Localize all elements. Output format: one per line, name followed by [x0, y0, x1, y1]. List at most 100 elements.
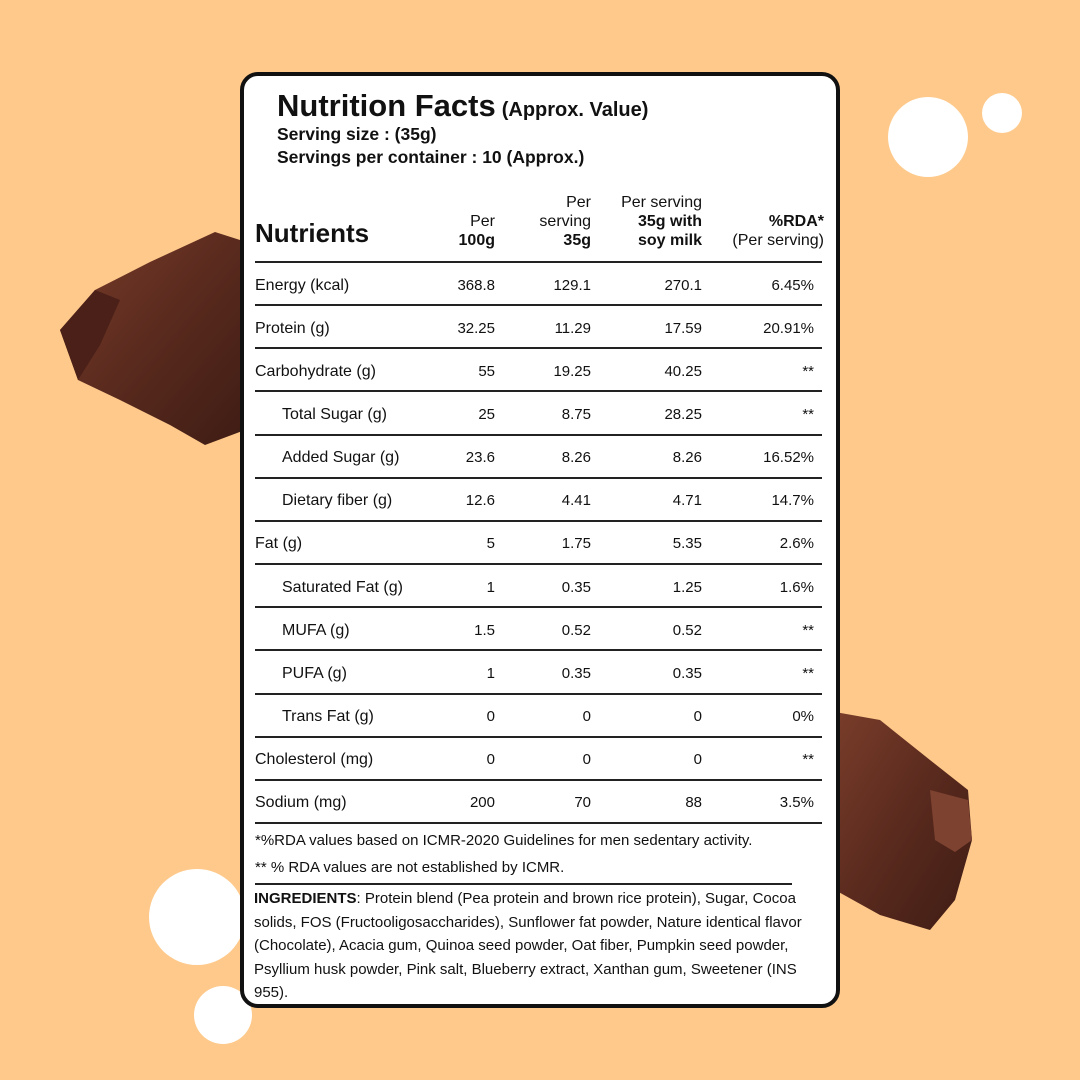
- nutrient-value: 3.5%: [779, 794, 814, 812]
- nutrient-value: 5.35: [672, 535, 702, 553]
- serving-size: Serving size : (35g): [277, 124, 437, 144]
- nutrient-value: 0: [693, 751, 702, 769]
- nutrient-value: 20.91%: [763, 319, 814, 337]
- footnote: *%RDA values based on ICMR-2020 Guidelin…: [255, 832, 753, 849]
- rule: [255, 821, 822, 824]
- nutrient-value: 0.52: [561, 621, 591, 639]
- nutrient-value: 0.35: [561, 664, 591, 682]
- column-header: Per: [566, 194, 591, 211]
- nutrient-value: 14.7%: [771, 492, 814, 510]
- nutrient-value: 19.25: [553, 362, 591, 380]
- column-header: Per: [470, 213, 495, 230]
- nutrient-name: Added Sugar (g): [282, 449, 400, 467]
- nutrient-value: 25: [478, 406, 495, 424]
- nutrition-card: [240, 72, 840, 1008]
- nutrient-name: PUFA (g): [282, 664, 347, 682]
- rule: [255, 476, 822, 479]
- nutrient-value: 28.25: [664, 406, 702, 424]
- rule: [255, 883, 792, 885]
- nutrient-value: 8.26: [672, 449, 702, 467]
- nutrient-name: Cholesterol (mg): [255, 751, 374, 769]
- subtitle: (Approx. Value): [501, 99, 649, 121]
- bubble: [982, 93, 1022, 133]
- nutrient-value: 17.59: [664, 319, 702, 337]
- nutrient-name: Protein (g): [255, 319, 330, 337]
- nutrient-value: **: [802, 621, 814, 639]
- footnote: ** % RDA values are not established by I…: [255, 859, 565, 876]
- nutrient-value: 1: [486, 664, 495, 682]
- chocolate-shade: [60, 290, 120, 380]
- nutrient-value: 0: [486, 708, 495, 726]
- ingredients: INGREDIENTS: Protein blend (Pea protein …: [254, 887, 819, 1005]
- nutrient-value: 1.5: [474, 621, 495, 639]
- nutrient-value: 368.8: [457, 276, 495, 294]
- nutrient-value: 0: [486, 751, 495, 769]
- ingredients-text: : Protein blend (Pea protein and brown r…: [254, 890, 802, 1001]
- column-header: (Per serving): [732, 232, 824, 249]
- nutrient-value: 200: [469, 794, 495, 812]
- rule: [255, 649, 822, 652]
- title-block: Nutrition Facts (Approx. Value): [277, 88, 648, 124]
- nutrient-value: 23.6: [465, 449, 495, 467]
- nutrient-value: 70: [574, 794, 591, 812]
- nutrient-value: 16.52%: [763, 449, 814, 467]
- nutrient-value: 0.35: [561, 578, 591, 596]
- nutrient-value: 6.45%: [771, 276, 814, 294]
- nutrient-value: 32.25: [457, 319, 495, 337]
- ingredients-label: INGREDIENTS: [254, 890, 357, 907]
- nutrient-value: 1: [486, 578, 495, 596]
- rule: [255, 261, 822, 263]
- nutrient-value: 129.1: [553, 276, 591, 294]
- nutrient-value: 8.26: [561, 449, 591, 467]
- bubble: [194, 986, 252, 1044]
- nutrient-value: 1.25: [672, 578, 702, 596]
- nutrient-name: Total Sugar (g): [282, 406, 387, 424]
- nutrient-name: Energy (kcal): [255, 276, 350, 294]
- nutrient-value: 40.25: [664, 362, 702, 380]
- column-header: serving: [539, 213, 591, 230]
- nutrients-header: Nutrients: [255, 218, 370, 248]
- nutrient-value: 11.29: [554, 319, 591, 337]
- bubble: [149, 869, 245, 965]
- nutrient-value: **: [802, 664, 814, 682]
- column-header: 35g with: [637, 213, 702, 230]
- nutrient-value: 2.6%: [779, 535, 814, 553]
- chocolate-chunk: [835, 712, 972, 930]
- nutrient-value: **: [802, 406, 814, 424]
- rule: [255, 433, 822, 436]
- rule: [255, 778, 822, 781]
- column-header: Per serving: [621, 194, 702, 211]
- chocolate-chunk: [60, 232, 245, 445]
- nutrient-value: **: [802, 751, 814, 769]
- nutrient-value: 12.6: [465, 492, 495, 510]
- chocolate-shade: [930, 790, 972, 852]
- nutrient-value: **: [802, 362, 814, 380]
- nutrient-value: 5: [486, 535, 495, 553]
- column-header: 35g: [563, 232, 591, 249]
- nutrient-value: 1.6%: [779, 578, 814, 596]
- title: Nutrition Facts: [277, 88, 496, 123]
- rule: [255, 390, 822, 393]
- nutrient-name: MUFA (g): [282, 621, 350, 639]
- nutrient-value: 4.41: [561, 492, 591, 510]
- nutrient-value: 0.35: [672, 664, 702, 682]
- nutrient-name: Carbohydrate (g): [255, 362, 376, 380]
- nutrient-name: Fat (g): [255, 535, 303, 553]
- rule: [255, 304, 822, 307]
- nutrient-value: 88: [685, 794, 702, 812]
- nutrient-value: 4.71: [672, 492, 702, 510]
- bubble: [888, 97, 968, 177]
- servings-per-container: Servings per container : 10 (Approx.): [277, 147, 585, 167]
- nutrient-value: 0: [693, 708, 702, 726]
- nutrient-name: Trans Fat (g): [282, 708, 374, 726]
- column-header: 100g: [458, 232, 495, 249]
- rule: [255, 692, 822, 695]
- rule: [255, 735, 822, 738]
- nutrient-value: 0: [582, 708, 591, 726]
- nutrient-value: 55: [478, 362, 495, 380]
- nutrient-value: 1.75: [561, 535, 591, 553]
- rule: [255, 519, 822, 522]
- nutrient-name: Dietary fiber (g): [282, 492, 393, 510]
